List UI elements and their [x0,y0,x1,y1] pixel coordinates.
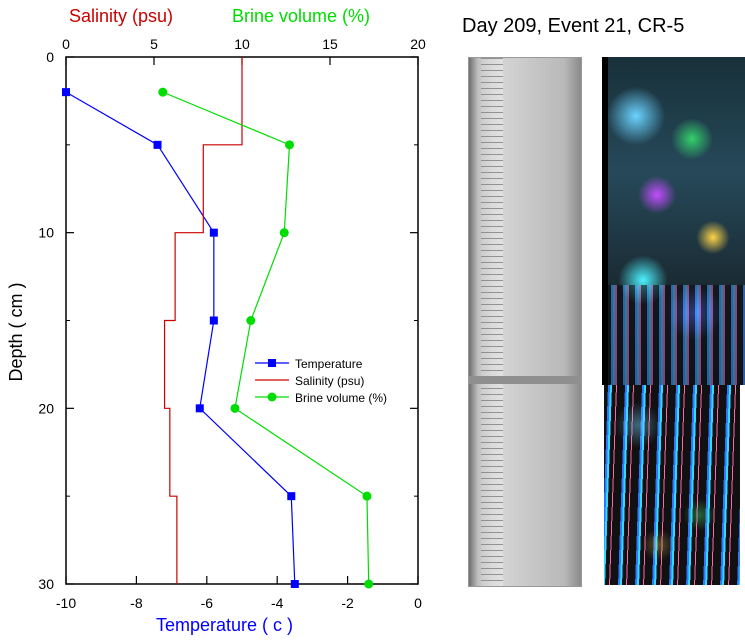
polarized-overlay-bottom [604,385,740,585]
legend-temperature-marker [268,359,276,367]
ice-core-polarized-top [602,57,745,385]
brine-series-line [162,91,370,585]
brine-point [285,140,295,150]
temperature-point [195,404,204,413]
brine-point [364,579,374,589]
ruler-overlay [481,58,503,586]
x-tick-label-top: 15 [322,36,338,52]
x-tick-label-bottom: -8 [130,595,143,611]
x-tick-label-top: 0 [62,36,70,52]
temperature-series-line [65,91,296,585]
legend-salinity-label: Salinity (psu) [295,374,364,388]
x-tick-label-top: 20 [410,36,426,52]
x-axis-label: Temperature ( c ) [156,615,293,635]
legend: Temperature Salinity (psu) Brine volume (%… [255,357,387,405]
y-tick-label: 10 [38,225,54,241]
salinity-series-line [163,57,243,584]
core-seam [469,376,581,384]
x-tick-label-bottom: 0 [414,595,422,611]
x-tick-label-bottom: -10 [56,595,76,611]
polarized-streaks-top [608,285,745,385]
temperature-point [287,492,296,501]
brine-point [158,87,168,97]
brine-point [279,228,289,238]
temperature-point [209,316,218,325]
legend-brine-marker [267,392,277,402]
x-tick-label-bottom: -4 [271,595,284,611]
temperature-point [209,228,218,237]
brine-point [230,403,240,413]
temperature-point [153,140,162,149]
y-tick-label: 20 [38,400,54,416]
ice-core-photo-plain [468,57,582,587]
x-tick-label-bottom: -6 [201,595,214,611]
temperature-point [62,88,70,97]
brine-point [246,316,256,325]
x-tick-label-bottom: -2 [341,595,354,611]
y-tick-label: 30 [38,576,54,592]
ice-core-polarized-bottom [604,385,740,585]
top-axis-label-brine: Brine volume (%) [232,6,370,26]
top-axis-label-salinity: Salinity (psu) [69,6,173,26]
photo-title: Day 209, Event 21, CR-5 [462,15,684,37]
temperature-point [290,580,299,588]
brine-point [362,491,372,501]
y-axis-label: Depth ( cm ) [6,282,26,381]
x-tick-label-top: 10 [234,36,250,52]
legend-brine-label: Brine volume (%) [295,391,387,405]
legend-temperature-label: Temperature [295,357,363,371]
y-tick-label: 0 [46,49,54,65]
x-tick-label-top: 5 [150,36,158,52]
